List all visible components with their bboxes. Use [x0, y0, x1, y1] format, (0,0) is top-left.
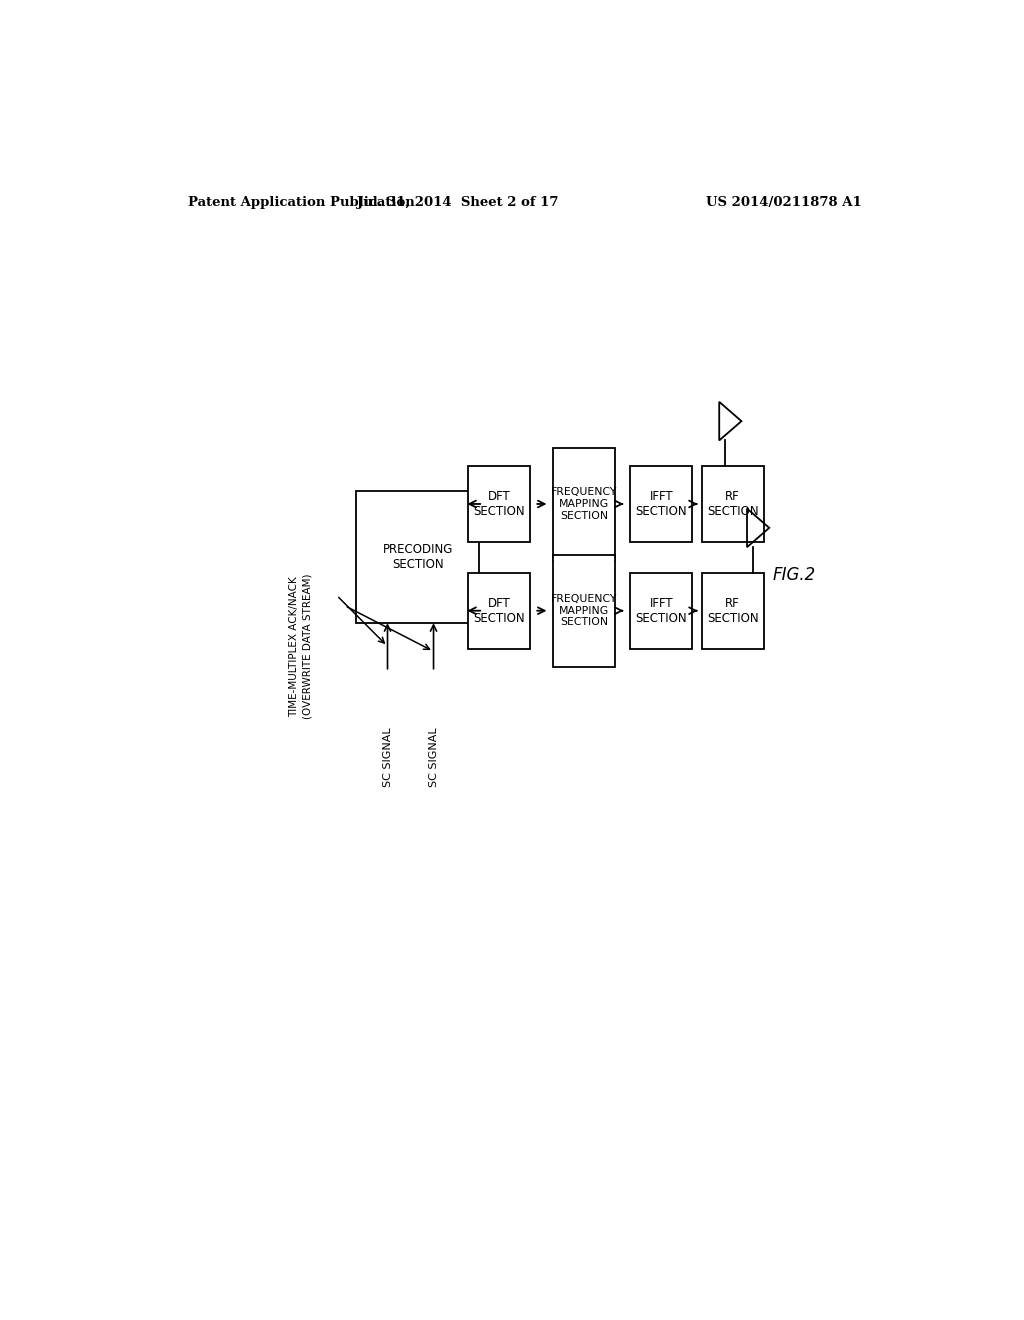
Bar: [356, 491, 479, 623]
Text: PRECODING
SECTION: PRECODING SECTION: [383, 544, 453, 572]
Text: DFT
SECTION: DFT SECTION: [473, 597, 525, 624]
Text: DFT
SECTION: DFT SECTION: [473, 490, 525, 517]
Bar: [701, 573, 764, 649]
Text: US 2014/0211878 A1: US 2014/0211878 A1: [707, 195, 862, 209]
Bar: [468, 466, 530, 543]
Bar: [553, 447, 615, 560]
Text: FREQUENCY
MAPPING
SECTION: FREQUENCY MAPPING SECTION: [551, 594, 617, 627]
Bar: [631, 573, 692, 649]
Bar: [701, 466, 764, 543]
Text: IFFT
SECTION: IFFT SECTION: [636, 597, 687, 624]
Text: RF
SECTION: RF SECTION: [707, 490, 759, 517]
Text: SC SIGNAL: SC SIGNAL: [383, 727, 392, 787]
Bar: [468, 573, 530, 649]
Text: FIG.2: FIG.2: [773, 566, 816, 585]
Text: IFFT
SECTION: IFFT SECTION: [636, 490, 687, 517]
Bar: [553, 554, 615, 667]
Text: Patent Application Publication: Patent Application Publication: [187, 195, 415, 209]
Text: RF
SECTION: RF SECTION: [707, 597, 759, 624]
Text: Jul. 31, 2014  Sheet 2 of 17: Jul. 31, 2014 Sheet 2 of 17: [356, 195, 558, 209]
Text: TIME-MULTIPLEX ACK/NACK
(OVERWRITE DATA STREAM): TIME-MULTIPLEX ACK/NACK (OVERWRITE DATA …: [290, 573, 312, 719]
Text: FREQUENCY
MAPPING
SECTION: FREQUENCY MAPPING SECTION: [551, 487, 617, 520]
Text: SC SIGNAL: SC SIGNAL: [428, 727, 438, 787]
Bar: [631, 466, 692, 543]
